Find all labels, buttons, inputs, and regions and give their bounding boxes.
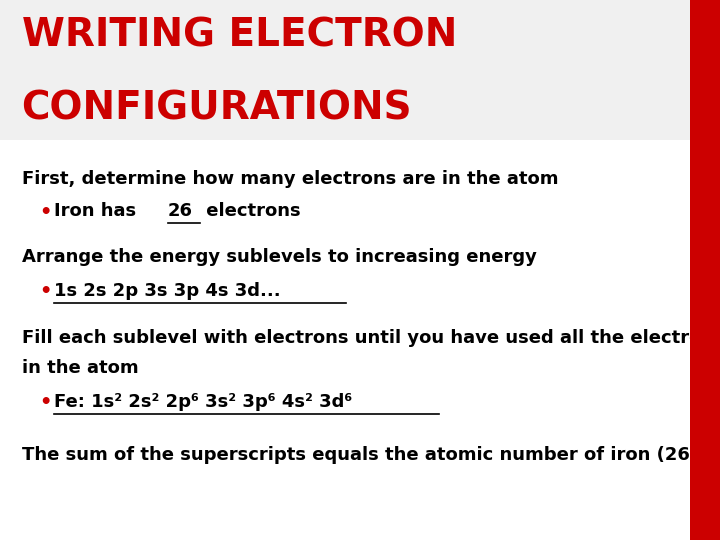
Bar	[0, 0, 690, 140]
Text: CONFIGURATIONS: CONFIGURATIONS	[22, 89, 413, 127]
Text: WRITING ELECTRON: WRITING ELECTRON	[22, 16, 457, 54]
Text: 26: 26	[168, 202, 193, 220]
Text: The sum of the superscripts equals the atomic number of iron (26): The sum of the superscripts equals the a…	[22, 446, 698, 463]
Text: Fill each sublevel with electrons until you have used all the electrons: Fill each sublevel with electrons until …	[22, 329, 720, 347]
Text: •: •	[40, 393, 52, 412]
Text: electrons: electrons	[200, 202, 301, 220]
Text: First, determine how many electrons are in the atom: First, determine how many electrons are …	[22, 170, 558, 188]
Text: Arrange the energy sublevels to increasing energy: Arrange the energy sublevels to increasi…	[22, 248, 536, 266]
Text: Iron has: Iron has	[54, 202, 143, 220]
Text: •: •	[40, 202, 52, 221]
Bar	[690, 0, 720, 540]
Text: •: •	[40, 282, 52, 301]
Text: in the atom: in the atom	[22, 359, 138, 377]
Text: Fe: 1s² 2s² 2p⁶ 3s² 3p⁶ 4s² 3d⁶: Fe: 1s² 2s² 2p⁶ 3s² 3p⁶ 4s² 3d⁶	[54, 393, 352, 411]
Text: 1s 2s 2p 3s 3p 4s 3d...: 1s 2s 2p 3s 3p 4s 3d...	[54, 282, 281, 300]
